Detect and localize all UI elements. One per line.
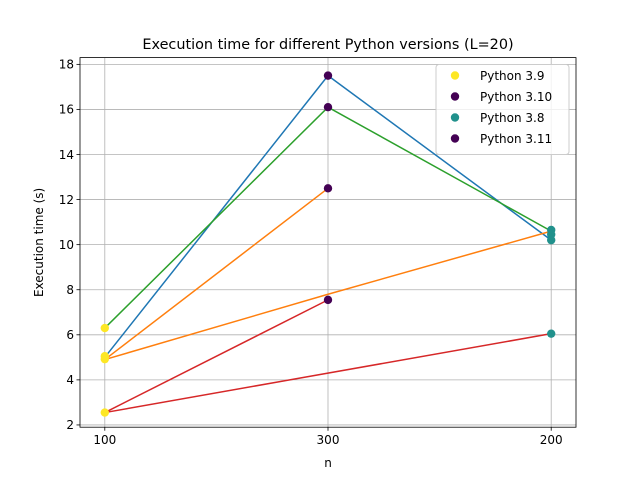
data-point bbox=[323, 295, 333, 305]
series-line bbox=[104, 332, 552, 414]
data-point bbox=[547, 329, 556, 338]
series-line bbox=[104, 230, 552, 361]
y-axis-ticks: 2 4 6 8 10 12 14 16 18 bbox=[59, 58, 80, 432]
legend-marker bbox=[450, 92, 460, 101]
legend-marker bbox=[450, 134, 460, 143]
legend-label: Python 3.10 bbox=[480, 90, 552, 104]
series-points bbox=[100, 71, 556, 417]
legend-box bbox=[435, 64, 570, 155]
data-point bbox=[323, 102, 333, 112]
y-tick-label: 18 bbox=[59, 58, 74, 72]
data-point bbox=[323, 71, 333, 80]
y-tick-label: 14 bbox=[59, 148, 74, 162]
legend-label: Python 3.11 bbox=[480, 132, 552, 146]
chart-title: Execution time for different Python vers… bbox=[142, 37, 513, 53]
data-point bbox=[323, 184, 333, 193]
y-tick-label: 8 bbox=[66, 283, 74, 297]
y-tick-label: 4 bbox=[66, 373, 74, 387]
legend-marker bbox=[450, 113, 460, 122]
x-tick-label: 300 bbox=[317, 433, 340, 447]
legend-marker bbox=[450, 71, 460, 80]
y-tick-label: 6 bbox=[66, 328, 74, 342]
x-tick-label: 100 bbox=[93, 433, 116, 447]
legend-label: Python 3.8 bbox=[480, 111, 545, 125]
legend-label: Python 3.9 bbox=[480, 69, 545, 83]
legend: Python 3.9 Python 3.10 Python 3.8 Python 3.… bbox=[435, 64, 570, 155]
data-point bbox=[100, 323, 110, 333]
series-line bbox=[104, 187, 329, 361]
data-point bbox=[100, 354, 110, 364]
y-tick-label: 2 bbox=[66, 418, 74, 432]
y-tick-label: 12 bbox=[59, 193, 74, 207]
y-tick-label: 10 bbox=[59, 238, 74, 252]
y-axis-label: Execution time (s) bbox=[32, 188, 46, 297]
data-point bbox=[547, 235, 556, 245]
series-line bbox=[104, 299, 329, 414]
y-tick-label: 16 bbox=[59, 103, 74, 117]
x-axis-label: n bbox=[324, 456, 332, 470]
data-point bbox=[100, 408, 110, 417]
x-tick-label: 200 bbox=[540, 433, 563, 447]
x-axis-ticks: 100 300 200 bbox=[93, 427, 563, 447]
